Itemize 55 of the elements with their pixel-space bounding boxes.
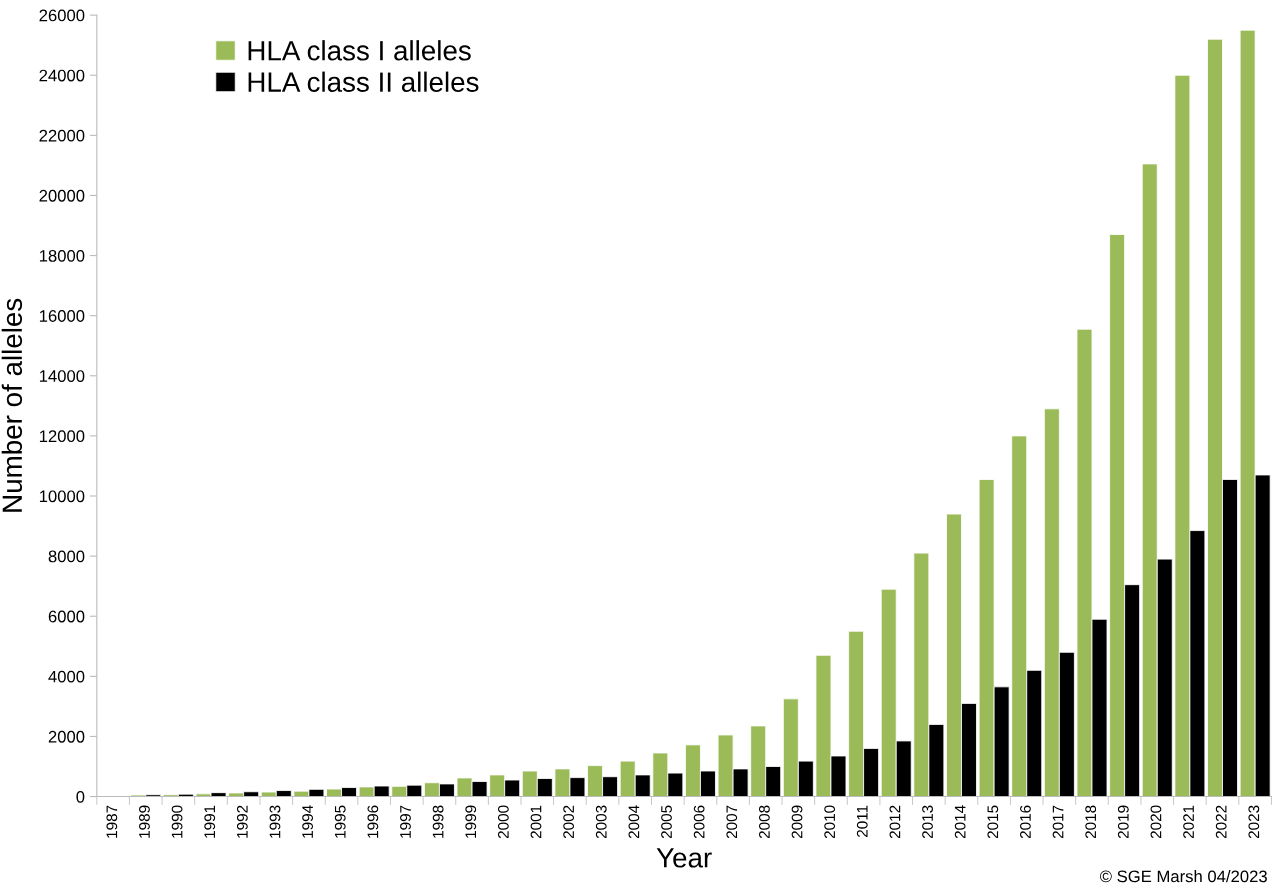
x-tick-label: 1995 [334,805,346,838]
x-tick-label: 2018 [1085,805,1097,839]
x-tick-label: 2011 [856,805,868,837]
x-tick-label: 2002 [563,805,575,839]
y-tick-label: 4000 [48,670,85,683]
x-tick-label: 1991 [204,805,216,838]
x-tick-label: 1987 [106,805,118,838]
y-tick-label: 10000 [39,490,85,503]
x-tick-label: 1996 [367,805,379,838]
y-tick-label: 16000 [39,310,85,322]
y-tick-label: 24000 [39,69,85,82]
x-tick-label: 1999 [465,805,477,838]
x-tick-label: 1990 [171,805,183,838]
x-tick-label: 2019 [1117,805,1129,839]
x-tick-label: 1998 [432,805,444,838]
x-tick-label: 2004 [628,805,640,839]
x-tick-label: 2014 [954,805,966,839]
x-tick-label: 2007 [726,805,738,839]
y-tick-label: 0 [76,790,85,803]
x-tick-label: 2012 [889,805,901,839]
y-tick-label: 18000 [39,249,85,262]
text: © SGE Marsh 04/2023 [1099,870,1267,883]
y-tick-label: 26000 [39,9,85,22]
legend-label: HLA class II alleles [248,71,479,92]
y-tick-label: 12000 [39,430,85,443]
x-tick-label: 2021 [1183,805,1194,839]
x-axis-title: Year [656,848,712,868]
x-tick-label: 2000 [497,805,509,839]
x-tick-label: 2020 [1150,805,1162,839]
x-tick-label: 2006 [693,805,705,839]
x-tick-label: 2010 [824,805,836,839]
x-tick-label: 2013 [922,805,933,839]
y-tick-label: 14000 [39,370,85,382]
x-tick-label: 2016 [1020,805,1031,839]
x-tick-label: 1993 [269,805,281,838]
x-tick-label: 1992 [236,805,248,838]
x-tick-label: 1997 [400,805,411,838]
y-tick-label: 6000 [48,610,85,623]
x-tick-label: 1994 [302,805,314,838]
y-tick-label: 22000 [39,129,85,142]
y-tick-label: 20000 [39,189,85,202]
x-tick-label: 2022 [1215,805,1227,839]
x-tick-label: 2001 [530,805,542,839]
y-axis-title: Number of alleles [1,298,23,512]
x-tick-label: 1989 [139,805,150,838]
x-tick-label: 2003 [595,805,607,839]
x-tick-label: 2005 [661,805,672,839]
y-tick-label: 2000 [48,730,85,743]
y-tick-label: 8000 [48,550,85,563]
x-tick-label: 2015 [987,805,999,839]
legend-label: HLA class I alleles [248,40,471,61]
x-tick-label: 2023 [1248,805,1260,839]
x-tick-label: 2017 [1052,805,1064,839]
x-tick-label: 2008 [758,805,770,839]
x-tick-label: 2009 [791,805,803,839]
